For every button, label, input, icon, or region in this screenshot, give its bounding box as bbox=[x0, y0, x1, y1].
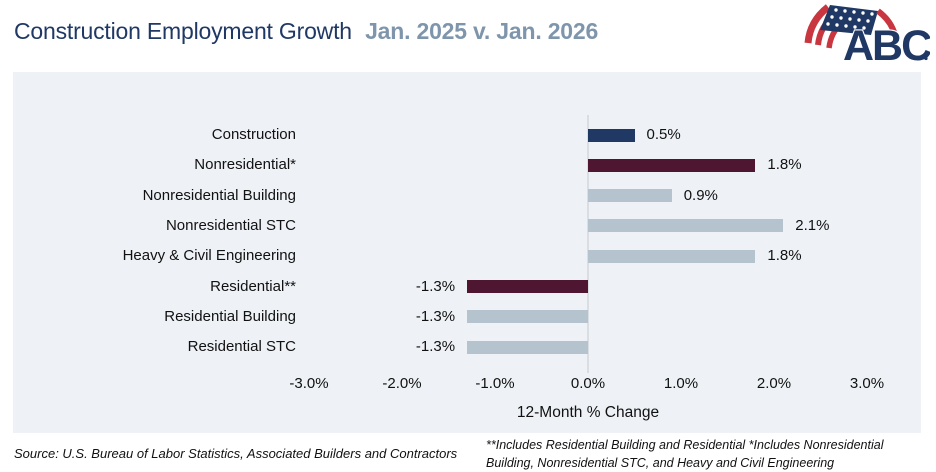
bar-nonresidential-building bbox=[588, 189, 672, 203]
bar-nonresidential-stc bbox=[588, 219, 784, 233]
value-label-residential-building: -1.3% bbox=[415, 307, 456, 325]
abc-flag-logo-icon: ABC bbox=[804, 4, 930, 64]
flag-stripe-icon bbox=[804, 4, 831, 44]
page-title: Construction Employment Growth Jan. 2025… bbox=[14, 18, 598, 45]
title-date-range: Jan. 2025 v. Jan. 2026 bbox=[365, 18, 599, 44]
x-tick-label-3.0: 3.0% bbox=[849, 375, 885, 392]
title-main: Construction Employment Growth bbox=[14, 18, 352, 44]
value-label-heavy-civil-engineering: 1.8% bbox=[767, 247, 802, 265]
value-label-residential: -1.3% bbox=[415, 277, 456, 295]
bar-residential-stc bbox=[467, 340, 588, 354]
x-tick-label--2.0: -2.0% bbox=[382, 375, 422, 392]
value-label-nonresidential: 1.8% bbox=[767, 156, 802, 174]
abc-logo-text: ABC bbox=[843, 22, 930, 64]
category-label-nonresidential-building: Nonresidential Building bbox=[142, 186, 296, 204]
x-tick-label--1.0: -1.0% bbox=[475, 375, 515, 392]
footer: Source: U.S. Bureau of Labor Statistics,… bbox=[14, 436, 922, 472]
bar-nonresidential bbox=[588, 158, 756, 172]
category-label-heavy-civil-engineering: Heavy & Civil Engineering bbox=[122, 247, 296, 265]
category-label-residential-building: Residential Building bbox=[164, 307, 296, 325]
flag-stripe-icon bbox=[876, 8, 897, 34]
bar-residential-building bbox=[467, 310, 588, 324]
x-axis-title: 12-Month % Change bbox=[516, 404, 660, 421]
value-label-nonresidential-building: 0.9% bbox=[683, 186, 718, 204]
category-label-nonresidential-stc: Nonresidential STC bbox=[165, 216, 296, 234]
logo-period-dot bbox=[924, 56, 928, 61]
footnote: **Includes Residential Building and Resi… bbox=[486, 438, 884, 471]
x-tick-label-1.0: 1.0% bbox=[663, 375, 699, 392]
chart-panel: 12-Month % Change Construction 0.5% Nonres… bbox=[13, 72, 921, 433]
flag-stars bbox=[826, 8, 874, 30]
source-note: Source: U.S. Bureau of Labor Statistics,… bbox=[14, 446, 458, 461]
header: Construction Employment Growth Jan. 2025… bbox=[0, 0, 936, 70]
abc-logo: ABC bbox=[800, 4, 930, 64]
category-label-nonresidential: Nonresidential* bbox=[194, 156, 296, 174]
value-label-residential-stc: -1.3% bbox=[415, 338, 456, 356]
x-tick-label--3.0: -3.0% bbox=[289, 375, 329, 392]
value-label-construction: 0.5% bbox=[646, 126, 681, 143]
bar-heavy-civil-engineering bbox=[588, 249, 756, 263]
zero-axis-line bbox=[587, 115, 589, 373]
bar-construction bbox=[588, 128, 635, 142]
bar-residential bbox=[467, 280, 588, 293]
value-label-nonresidential-stc: 2.1% bbox=[795, 216, 830, 234]
x-tick-label-2.0: 2.0% bbox=[756, 375, 792, 392]
x-tick-label-0.0: 0.0% bbox=[570, 375, 606, 392]
category-label-construction: Construction bbox=[211, 126, 296, 143]
category-label-residential-stc: Residential STC bbox=[187, 338, 296, 356]
category-label-residential: Residential** bbox=[210, 277, 296, 295]
